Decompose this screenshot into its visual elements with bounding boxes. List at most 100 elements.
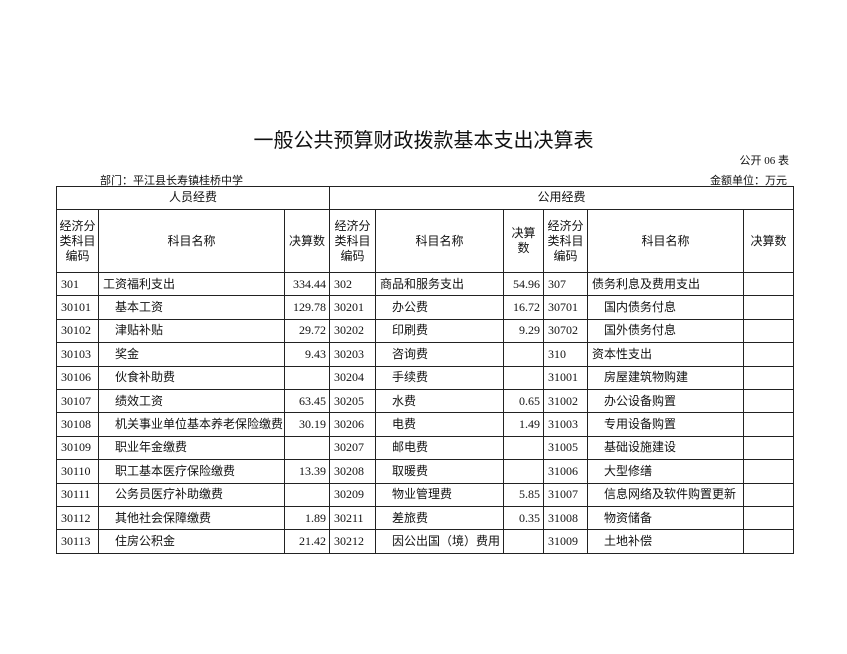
code-cell: 30206	[330, 413, 376, 437]
amount-cell: 334.44	[285, 273, 330, 297]
column-header: 决算数	[504, 210, 544, 273]
item-name-cell: 职业年金缴费	[99, 436, 285, 461]
item-name-cell: 专用设备购置	[588, 413, 744, 437]
item-name-cell: 其他社会保障缴费	[99, 507, 285, 531]
code-cell: 30109	[57, 436, 99, 461]
column-header: 科目名称	[99, 210, 285, 273]
amount-cell: 9.29	[504, 319, 544, 344]
amount-cell	[744, 507, 794, 531]
amount-cell	[744, 366, 794, 390]
item-name-cell: 因公出国（境）费用	[376, 530, 504, 554]
item-name-cell: 绩效工资	[99, 390, 285, 414]
code-cell: 31001	[544, 366, 588, 390]
code-cell: 310	[544, 343, 588, 367]
code-cell: 30212	[330, 530, 376, 554]
amount-cell	[285, 366, 330, 390]
amount-cell	[744, 296, 794, 320]
item-name-cell: 咨询费	[376, 343, 504, 367]
item-name-cell: 办公设备购置	[588, 390, 744, 414]
item-name-cell: 资本性支出	[588, 343, 744, 367]
code-cell: 302	[330, 273, 376, 297]
code-cell: 30205	[330, 390, 376, 414]
item-name-cell: 职工基本医疗保险缴费	[99, 460, 285, 484]
column-header: 科目名称	[588, 210, 744, 273]
amount-cell: 29.72	[285, 319, 330, 344]
item-name-cell: 电费	[376, 413, 504, 437]
item-name-cell: 机关事业单位基本养老保险缴费	[99, 413, 285, 437]
code-cell: 30702	[544, 319, 588, 344]
amount-cell: 16.72	[504, 296, 544, 320]
amount-cell: 129.78	[285, 296, 330, 320]
item-name-cell: 房屋建筑物购建	[588, 366, 744, 390]
code-cell: 31002	[544, 390, 588, 414]
column-header: 科目名称	[376, 210, 504, 273]
column-header: 经济分类科目编码	[330, 210, 376, 273]
item-name-cell: 物资储备	[588, 507, 744, 531]
amount-cell	[744, 530, 794, 554]
amount-cell: 54.96	[504, 273, 544, 297]
item-name-cell: 差旅费	[376, 507, 504, 531]
code-cell: 30203	[330, 343, 376, 367]
code-cell: 30103	[57, 343, 99, 367]
item-name-cell: 办公费	[376, 296, 504, 320]
title: 一般公共预算财政拨款基本支出决算表	[253, 130, 594, 152]
amount-cell	[504, 460, 544, 484]
amount-cell	[744, 483, 794, 507]
amount-cell	[744, 273, 794, 297]
amount-cell: 0.65	[504, 390, 544, 414]
code-cell: 31009	[544, 530, 588, 554]
department: 部门：平江县长寿镇桂桥中学	[100, 175, 243, 187]
item-name-cell: 水费	[376, 390, 504, 414]
item-name-cell: 国外债务付息	[588, 319, 744, 344]
amount-cell	[744, 436, 794, 461]
code-cell: 31006	[544, 460, 588, 484]
code-cell: 30101	[57, 296, 99, 320]
item-name-cell: 取暖费	[376, 460, 504, 484]
item-name-cell: 津贴补贴	[99, 319, 285, 344]
item-name-cell: 工资福利支出	[99, 273, 285, 297]
item-name-cell: 手续费	[376, 366, 504, 390]
code-cell: 301	[57, 273, 99, 297]
unit: 金额单位：万元	[710, 175, 787, 187]
item-name-cell: 债务利息及费用支出	[588, 273, 744, 297]
amount-cell: 21.42	[285, 530, 330, 554]
amount-cell	[744, 319, 794, 344]
item-name-cell: 大型修缮	[588, 460, 744, 484]
item-name-cell: 公务员医疗补助缴费	[99, 483, 285, 507]
code-cell: 30202	[330, 319, 376, 344]
item-name-cell: 基本工资	[99, 296, 285, 320]
item-name-cell: 土地补偿	[588, 530, 744, 554]
form-number: 公开 06 表	[739, 155, 790, 167]
column-header: 决算数	[285, 210, 330, 273]
amount-cell: 0.35	[504, 507, 544, 531]
code-cell: 30102	[57, 319, 99, 344]
group-header: 公用经费	[330, 186, 794, 210]
code-cell: 30204	[330, 366, 376, 390]
code-cell: 30110	[57, 460, 99, 484]
amount-cell: 63.45	[285, 390, 330, 414]
item-name-cell: 物业管理费	[376, 483, 504, 507]
code-cell: 30107	[57, 390, 99, 414]
code-cell: 31008	[544, 507, 588, 531]
amount-cell	[285, 483, 330, 507]
amount-cell	[504, 436, 544, 461]
column-header: 经济分类科目编码	[544, 210, 588, 273]
item-name-cell: 商品和服务支出	[376, 273, 504, 297]
code-cell: 31003	[544, 413, 588, 437]
column-header: 经济分类科目编码	[57, 210, 99, 273]
item-name-cell: 印刷费	[376, 319, 504, 344]
code-cell: 31005	[544, 436, 588, 461]
code-cell: 307	[544, 273, 588, 297]
amount-cell	[504, 530, 544, 554]
amount-cell	[744, 413, 794, 437]
amount-cell: 9.43	[285, 343, 330, 367]
amount-cell	[504, 343, 544, 367]
code-cell: 30106	[57, 366, 99, 390]
code-cell: 30209	[330, 483, 376, 507]
column-header: 决算数	[744, 210, 794, 273]
code-cell: 31007	[544, 483, 588, 507]
amount-cell: 30.19	[285, 413, 330, 437]
code-cell: 30208	[330, 460, 376, 484]
